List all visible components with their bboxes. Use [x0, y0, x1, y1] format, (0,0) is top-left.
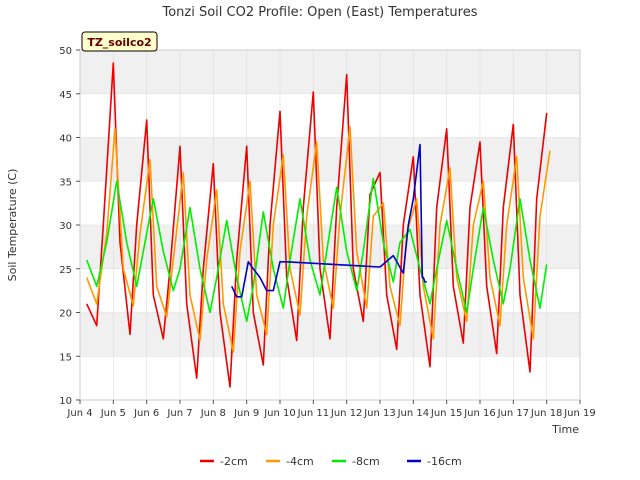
- x-tick-label: Jun 8: [200, 408, 226, 419]
- y-tick-label: 15: [59, 352, 72, 363]
- series-layer: [85, 62, 551, 388]
- x-tick-label: Jun 5: [100, 408, 126, 419]
- legend-label: -2cm: [220, 455, 248, 468]
- series-line-minus-8cm: [85, 177, 548, 323]
- plot-band: [80, 50, 580, 94]
- site-badge-box: [81, 31, 158, 52]
- y-tick-label: 40: [59, 134, 72, 145]
- y-tick-label: 45: [59, 90, 72, 101]
- x-tick-label: Jun 14: [397, 408, 430, 419]
- legend-label: -8cm: [352, 455, 380, 468]
- x-tick-label: Jun 17: [497, 408, 530, 419]
- x-tick-label: Jun 12: [330, 408, 363, 419]
- y-axis-label: Soil Temperature (C): [6, 169, 19, 282]
- x-tick-label: Jun 6: [133, 408, 159, 419]
- y-axis-ticks: 10 15 20 25 30 35 40 45 50: [59, 46, 80, 407]
- plot-band: [80, 137, 580, 182]
- x-tick-label: Jun 4: [66, 408, 92, 419]
- legend: -2cm -4cm -8cm -16cm: [200, 455, 462, 468]
- y-tick-label: 20: [59, 309, 72, 320]
- x-tick-label: Jun 11: [297, 408, 330, 419]
- series-line-minus-4cm: [85, 126, 551, 353]
- y-tick-label: 30: [59, 221, 72, 232]
- chart-title: Tonzi Soil CO2 Profile: Open (East) Temp…: [161, 5, 477, 20]
- y-tick-label: 25: [59, 265, 72, 276]
- x-axis-ticks: Jun 4 Jun 5 Jun 6 Jun 7 Jun 8 Jun 9 Jun 10 Jun …: [66, 400, 596, 419]
- x-tick-label: Jun 10: [263, 408, 296, 419]
- series-line-minus-16cm: [230, 143, 427, 298]
- x-tick-label: Jun 7: [166, 408, 192, 419]
- x-tick-label: Jun 9: [233, 408, 259, 419]
- x-tick-label: Jun 19: [563, 408, 596, 419]
- x-tick-label: Jun 13: [363, 408, 396, 419]
- y-tick-label: 10: [59, 396, 72, 407]
- site-badge: TZ_soilco2: [81, 31, 158, 52]
- legend-label: -4cm: [286, 455, 314, 468]
- y-tick-label: 50: [59, 46, 72, 57]
- x-tick-label: Jun 16: [463, 408, 496, 419]
- legend-label: -16cm: [427, 455, 462, 468]
- series-line-minus-2cm: [85, 62, 548, 388]
- site-badge-text: TZ_soilco2: [87, 36, 151, 49]
- x-axis-label: Time: [551, 423, 579, 436]
- x-tick-label: Jun 18: [530, 408, 563, 419]
- plot-bands: [80, 50, 580, 357]
- x-tick-label: Jun 15: [430, 408, 463, 419]
- y-tick-label: 35: [59, 177, 72, 188]
